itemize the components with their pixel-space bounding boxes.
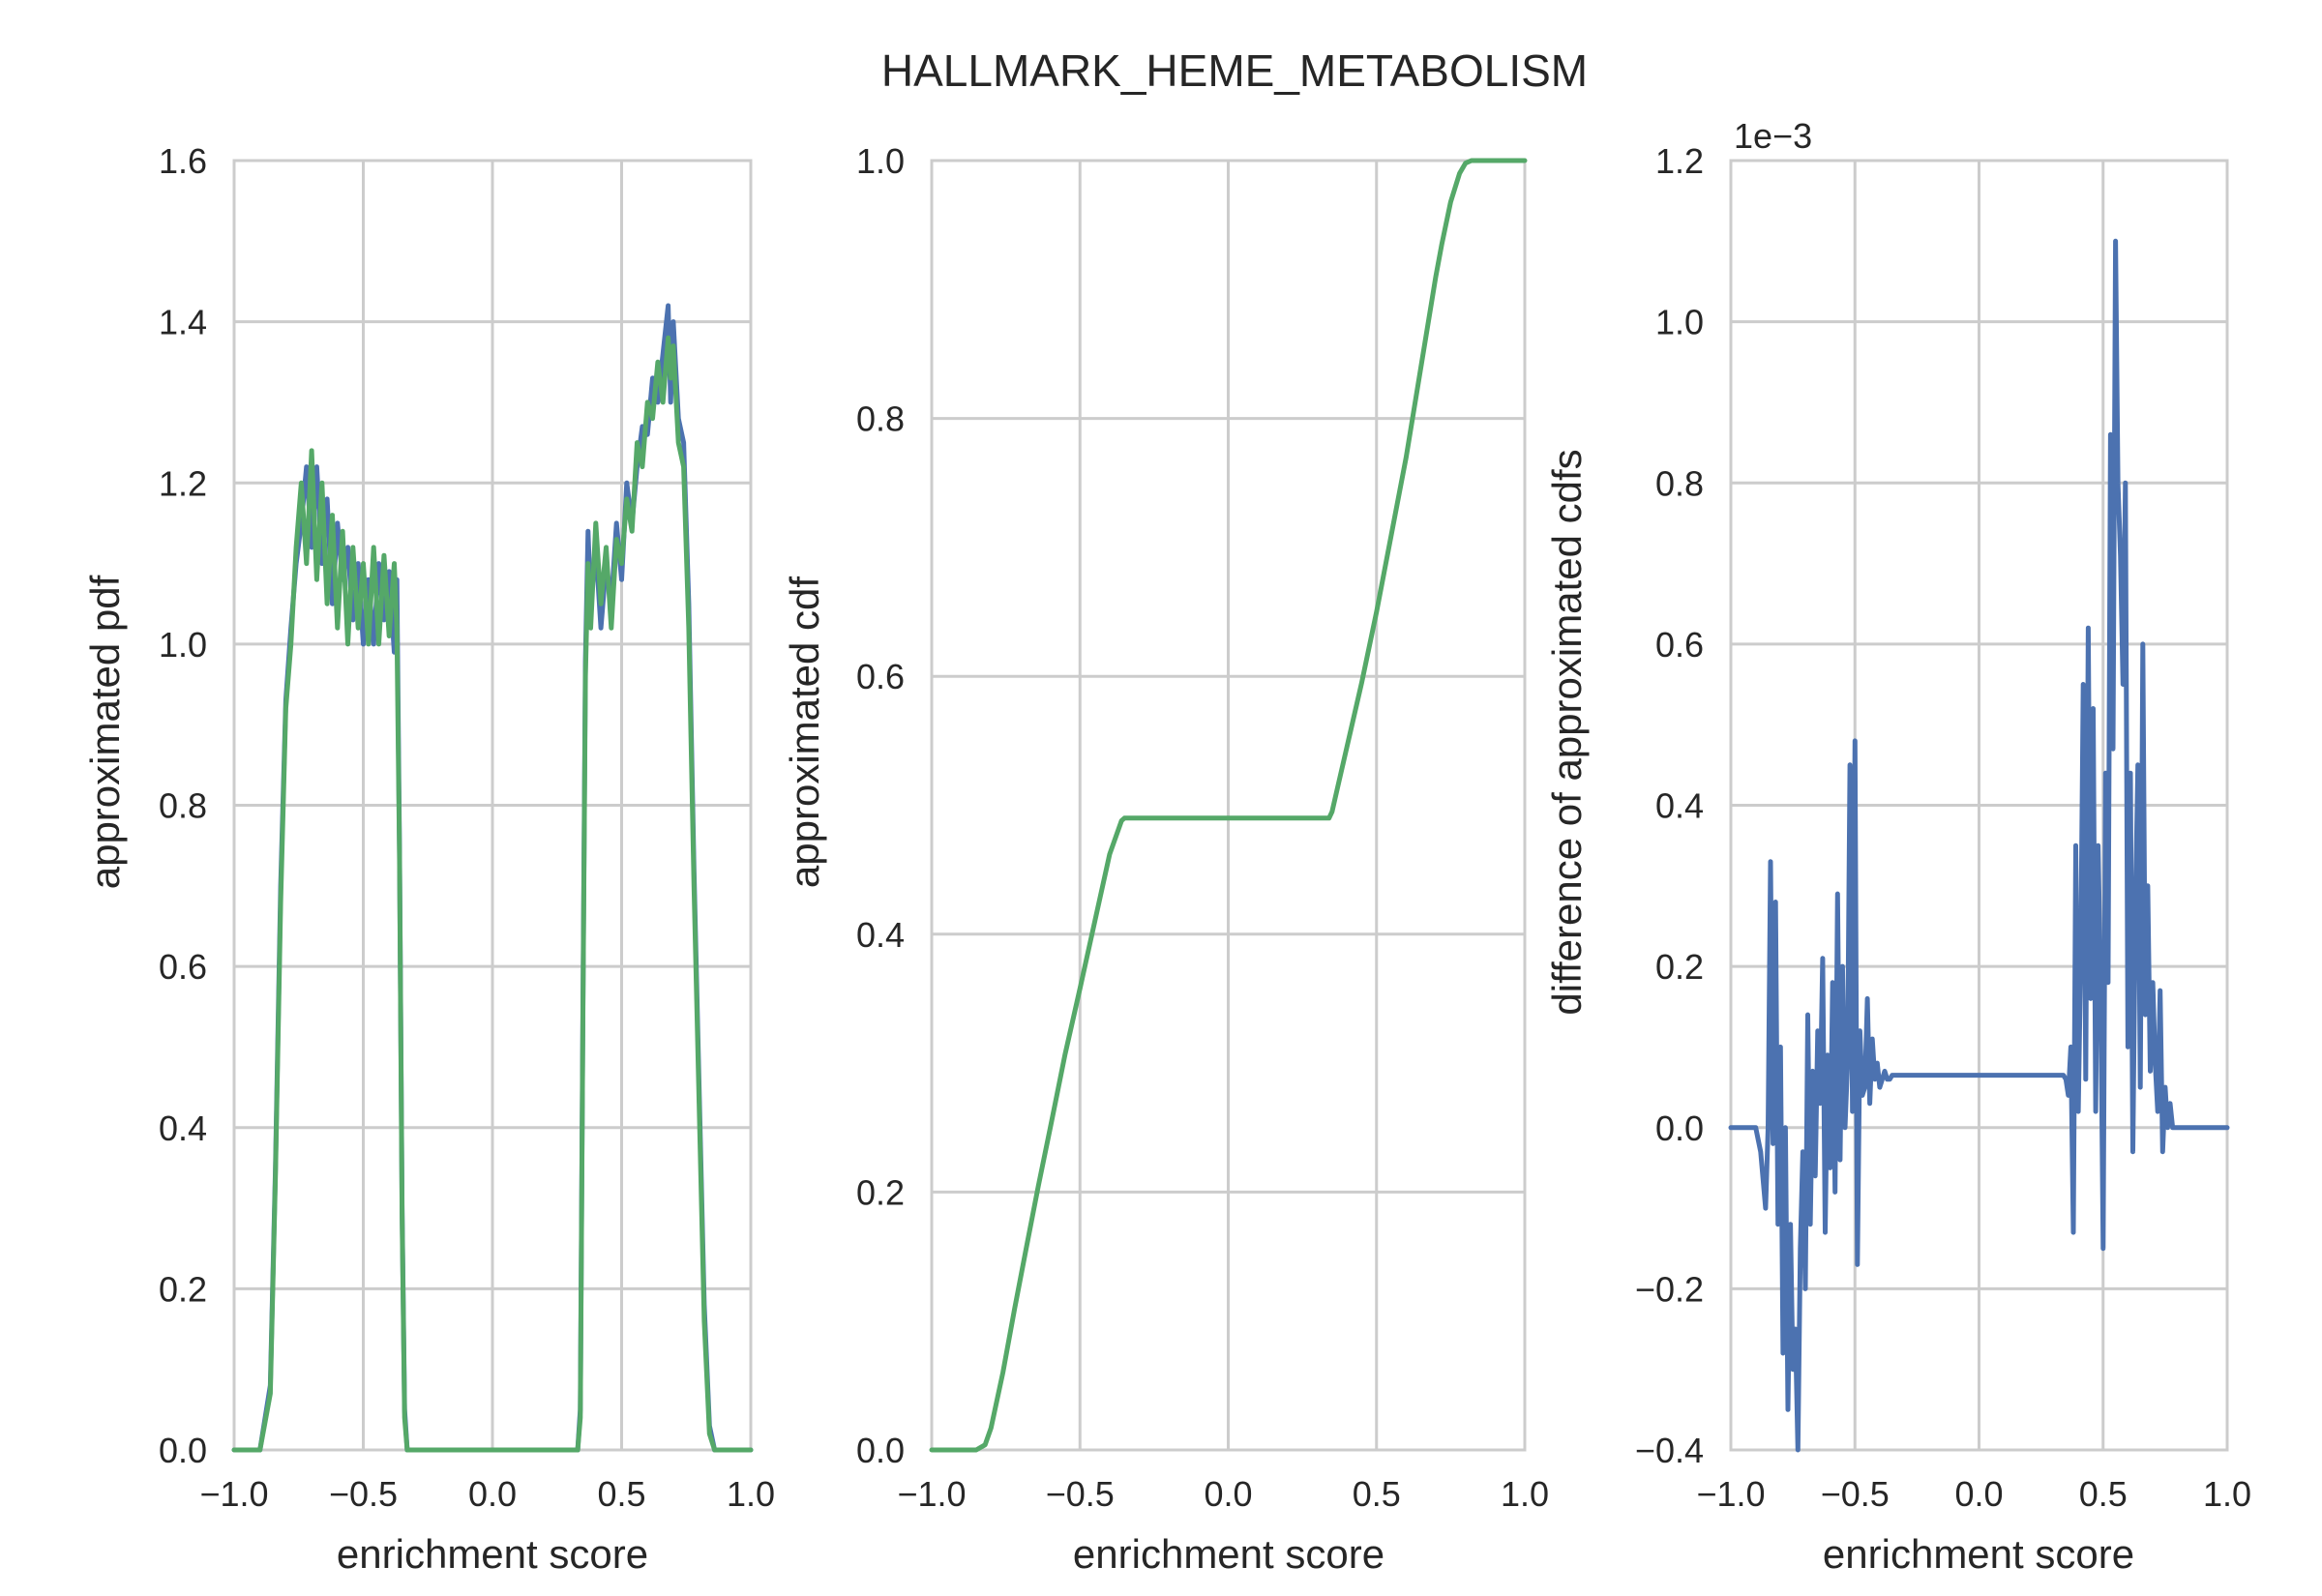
cdf-ytick-label-5: 1.0 — [856, 141, 905, 181]
pdf-ytick-label-0: 0.0 — [159, 1431, 207, 1470]
pdf-ytick-label-2: 0.4 — [159, 1108, 207, 1148]
diff-xtick-label-1: −0.5 — [1821, 1474, 1890, 1514]
diff-offset-text: 1e−3 — [1734, 116, 1812, 156]
diff-ytick-label-0: −0.4 — [1635, 1431, 1704, 1470]
pdf-xlabel: enrichment score — [337, 1531, 648, 1577]
cdf-xtick-label-4: 1.0 — [1501, 1474, 1549, 1514]
diff-series-0-line — [1728, 238, 2230, 1453]
diff-ytick-label-8: 1.2 — [1655, 141, 1704, 181]
cdf-axes: −1.0 −0.5 0.0 0.5 1.0 0.0 0.2 0.4 0.6 0.8 1.0 — [856, 141, 1549, 1514]
pdf-ytick-label-1: 0.2 — [159, 1269, 207, 1309]
diff-xlabel: enrichment score — [1823, 1531, 2134, 1577]
diff-ytick-label-6: 0.8 — [1655, 463, 1704, 503]
cdf-series-0-line — [929, 158, 1528, 1453]
diff-ytick-label-2: 0.0 — [1655, 1108, 1704, 1148]
diff-xtick-label-4: 1.0 — [2203, 1474, 2251, 1514]
diff-ytick-label-1: −0.2 — [1635, 1269, 1704, 1309]
pdf-ytick-label-8: 1.6 — [159, 141, 207, 181]
cdf-ylabel: approximated cdf — [782, 576, 827, 889]
pdf-ylabel: approximated pdf — [82, 575, 128, 889]
cdf-xtick-label-0: −1.0 — [897, 1474, 966, 1514]
pdf-ytick-label-5: 1.0 — [159, 625, 207, 665]
pdf-ytick-label-7: 1.4 — [159, 303, 207, 342]
diff-ytick-label-5: 0.6 — [1655, 625, 1704, 665]
pdf-ytick-label-6: 1.2 — [159, 463, 207, 503]
cdf-xtick-label-2: 0.0 — [1204, 1474, 1252, 1514]
diff-axes: −1.0 −0.5 0.0 0.5 1.0 −0.4 −0.2 0.0 0.2 0.4 0.6 0.8… — [1635, 141, 2251, 1514]
subplot-cdf: approximated cdf enrichment score — [782, 576, 1384, 1577]
diff-xtick-label-3: 0.5 — [2079, 1474, 2128, 1514]
diff-ylabel: difference of approximated cdfs — [1544, 449, 1590, 1015]
cdf-ytick-label-3: 0.6 — [856, 657, 905, 696]
subplot-cdf-difference: difference of approximated cdfs enrichme… — [1544, 116, 2134, 1577]
pdf-xtick-label-3: 0.5 — [597, 1474, 645, 1514]
diff-ytick-label-4: 0.4 — [1655, 786, 1704, 826]
diff-xtick-label-0: −1.0 — [1696, 1474, 1765, 1514]
pdf-xtick-label-4: 1.0 — [727, 1474, 775, 1514]
cdf-ytick-label-2: 0.4 — [856, 915, 905, 955]
diff-ytick-label-7: 1.0 — [1655, 303, 1704, 342]
pdf-ytick-label-3: 0.6 — [159, 947, 207, 987]
cdf-frame — [930, 159, 1527, 1452]
pdf-ytick-label-4: 0.8 — [159, 786, 207, 826]
cdf-xtick-label-1: −0.5 — [1046, 1474, 1115, 1514]
subplot-pdf: approximated pdf enrichment score — [82, 575, 648, 1577]
diff-xtick-label-2: 0.0 — [1954, 1474, 2003, 1514]
cdf-xtick-label-3: 0.5 — [1353, 1474, 1401, 1514]
pdf-xtick-label-2: 0.0 — [468, 1474, 517, 1514]
cdf-ytick-label-4: 0.8 — [856, 399, 905, 439]
diff-frame — [1729, 159, 2229, 1452]
diff-ytick-label-3: 0.2 — [1655, 947, 1704, 987]
pdf-series-1-line — [231, 335, 754, 1453]
cdf-ytick-label-0: 0.0 — [856, 1431, 905, 1470]
pdf-xtick-label-0: −1.0 — [199, 1474, 268, 1514]
cdf-ytick-label-1: 0.2 — [856, 1172, 905, 1212]
pdf-axes: −1.0 −0.5 0.0 0.5 1.0 0.0 0.2 0.4 0.6 0.8 1.0 1.2 1.… — [159, 141, 775, 1514]
figure-title: HALLMARK_HEME_METABOLISM — [881, 45, 1588, 96]
pdf-xtick-label-1: −0.5 — [329, 1474, 398, 1514]
cdf-xlabel: enrichment score — [1073, 1531, 1384, 1577]
